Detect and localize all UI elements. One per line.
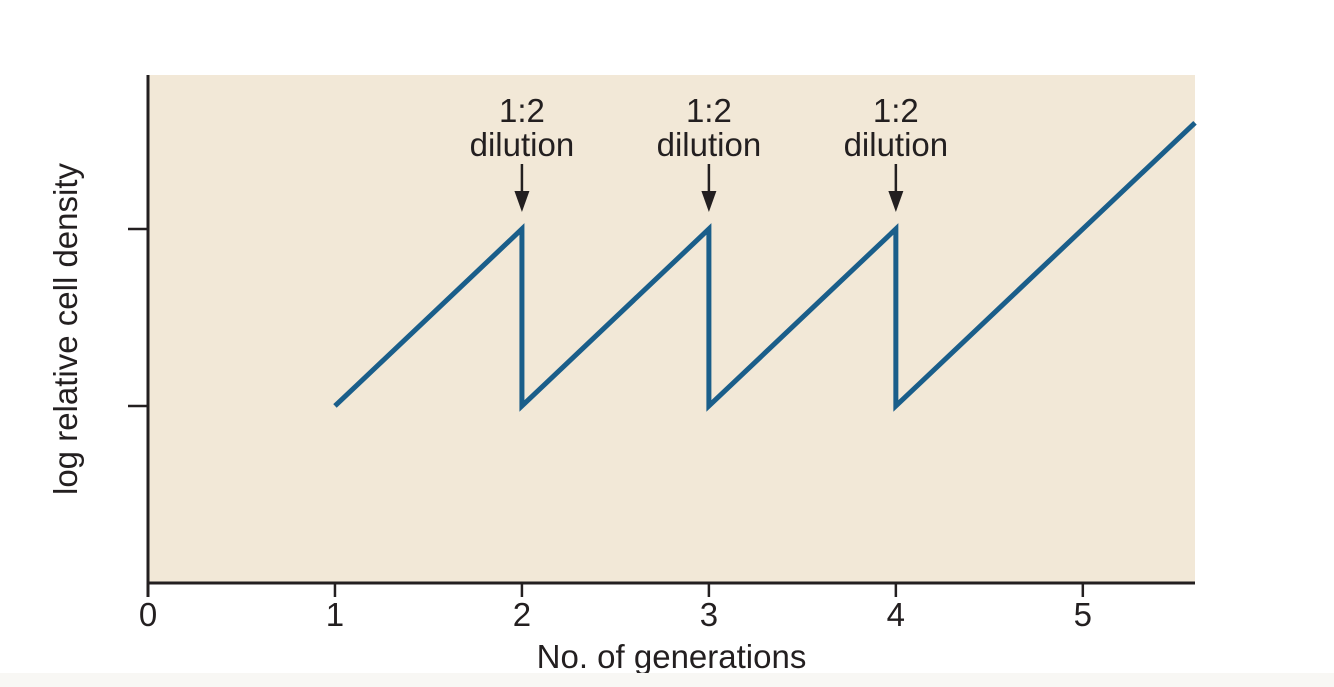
x-tick-label: 3 bbox=[700, 596, 718, 633]
bottom-strip bbox=[0, 673, 1334, 687]
x-axis-ticks: 0 1 2 3 4 5 bbox=[139, 583, 1092, 633]
dilution-label: dilution bbox=[657, 126, 762, 163]
y-axis-ticks bbox=[128, 227, 148, 408]
cell-density-line bbox=[333, 120, 1197, 412]
axes-group bbox=[146, 75, 1195, 597]
x-tick-label: 5 bbox=[1074, 596, 1092, 633]
x-tick-label: 2 bbox=[513, 596, 531, 633]
x-tick-label: 4 bbox=[887, 596, 905, 633]
arrow-head-icon bbox=[701, 191, 717, 212]
x-tick-label: 1 bbox=[326, 596, 344, 633]
dilution-label: dilution bbox=[470, 126, 575, 163]
x-axis-title: No. of generations bbox=[537, 638, 807, 675]
dilution-label: 1:2 bbox=[873, 92, 919, 129]
plot-area bbox=[148, 75, 1195, 583]
dilution-label: dilution bbox=[844, 126, 949, 163]
y-axis-title: log relative cell density bbox=[47, 163, 84, 495]
dilution-label: 1:2 bbox=[686, 92, 732, 129]
arrow-head-icon bbox=[514, 191, 530, 212]
arrow-head-icon bbox=[888, 191, 904, 212]
x-tick-label: 0 bbox=[139, 596, 157, 633]
dilution-label: 1:2 bbox=[499, 92, 545, 129]
series-group bbox=[333, 120, 1197, 412]
